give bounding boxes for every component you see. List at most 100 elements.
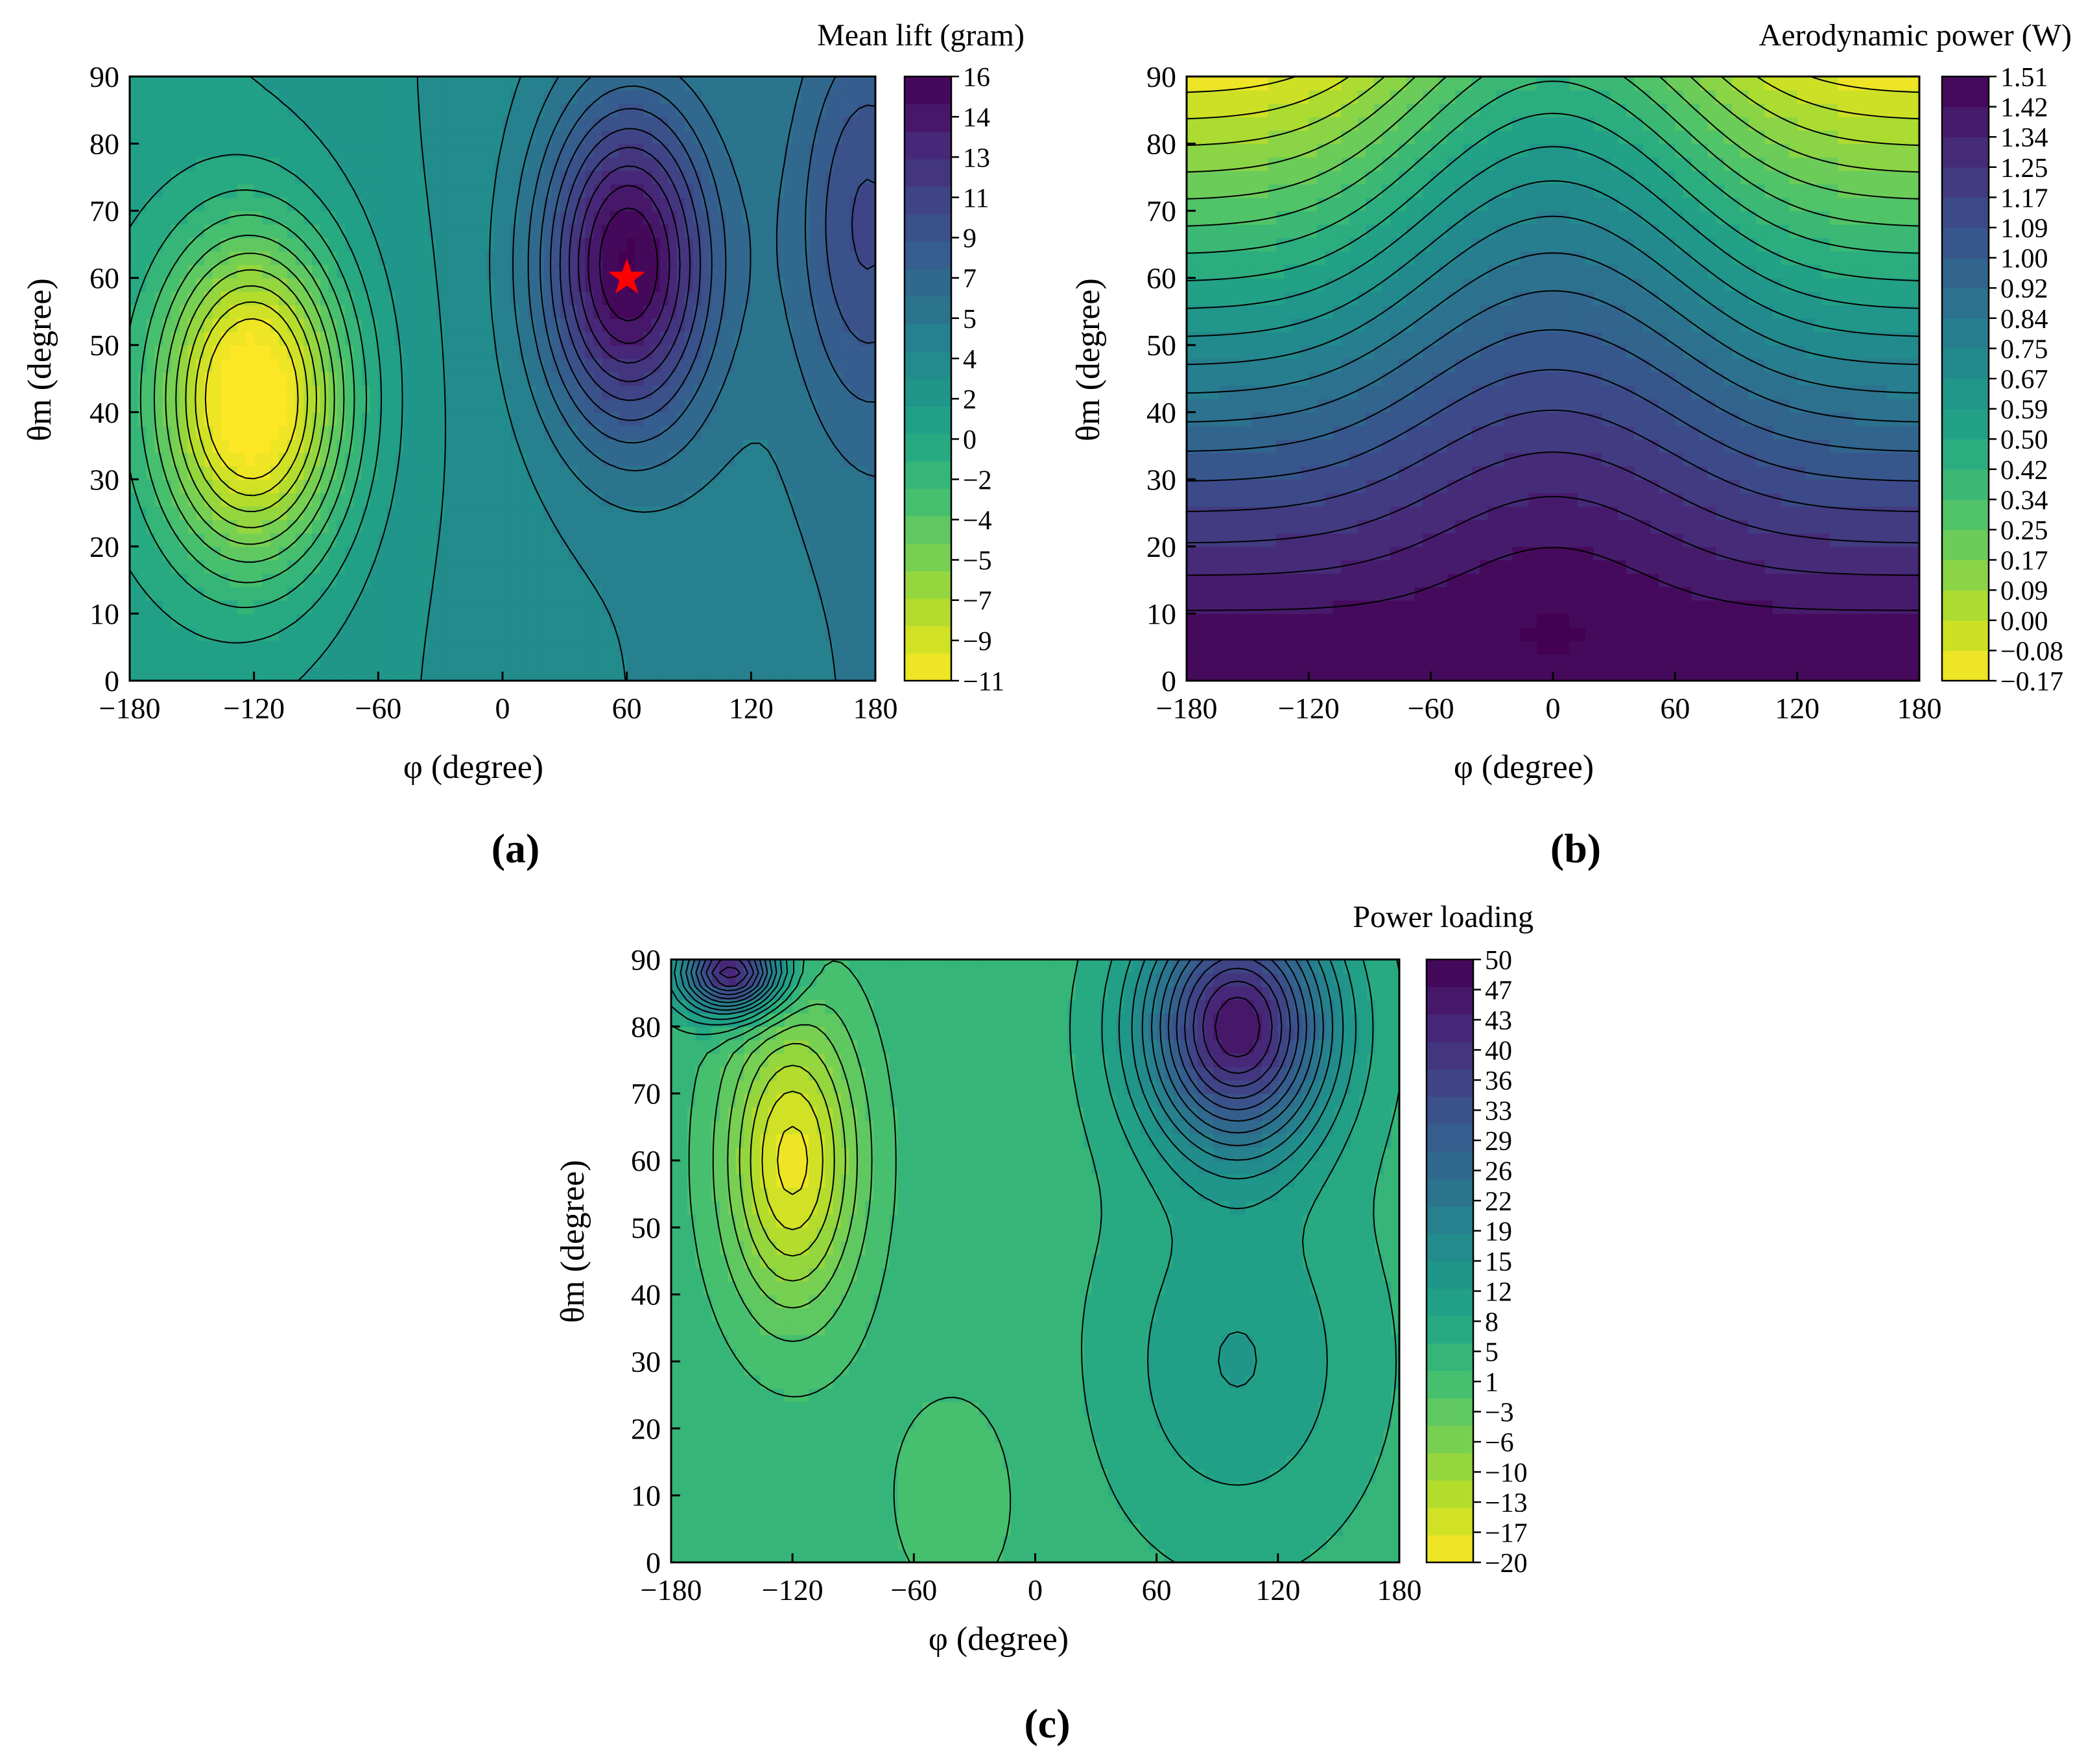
contour-cell [187,76,196,91]
contour-cell [669,641,678,655]
contour-cell [503,184,512,198]
contour-cell [262,130,271,145]
contour-cell [709,291,718,305]
contour-cell [652,197,661,211]
contour-cell [801,184,810,198]
contour-cell [503,613,512,628]
colorbar-segment [905,461,951,489]
contour-cell [718,76,727,91]
contour-cell [138,130,147,145]
contour-cell [428,425,437,440]
contour-cell [329,144,338,158]
contour-cell [147,211,156,225]
contour-cell [660,613,669,628]
contour-cell [138,144,147,158]
contour-cell [660,425,669,440]
contour-cell [469,130,479,145]
contour-cell [842,654,851,668]
contour-cell [428,533,437,547]
contour-cell [154,90,163,104]
contour-cell [337,184,346,198]
contour-cell [859,439,868,453]
contour-cell [237,573,246,587]
contour-cell [478,627,487,641]
contour-cell [1203,372,1211,386]
contour-cell [577,453,586,467]
contour-cell [544,560,553,574]
contour-cell [1292,103,1301,117]
contour-cell [652,318,661,333]
contour-cell [337,171,346,185]
contour-cell [370,278,379,292]
contour-cell [1195,519,1203,534]
contour-cell [743,76,752,91]
contour-cell [536,654,545,668]
contour-cell [1211,76,1220,91]
contour-cell [1268,412,1277,427]
contour-cell [320,157,329,171]
contour-cell [751,171,760,185]
contour-cell [187,654,196,668]
contour-cell [445,359,454,373]
contour-cell [776,506,785,521]
contour-cell [851,130,860,145]
contour-cell [792,654,801,668]
contour-cell [1285,453,1293,467]
contour-cell [279,117,288,131]
contour-cell [469,318,479,333]
contour-cell [138,547,147,561]
contour-cell [196,305,205,319]
contour-cell [254,641,263,655]
contour-cell [436,587,445,601]
contour-cell [469,197,479,211]
contour-cell [552,600,562,615]
contour-cell [213,627,222,641]
contour-cell [1187,157,1195,171]
contour-cell [237,439,246,453]
contour-cell [279,399,288,413]
contour-cell [187,600,196,615]
contour-cell [586,466,595,480]
contour-cell [1211,372,1220,386]
contour-cell [1251,493,1260,507]
contour-cell [1219,184,1227,198]
contour-cell [237,171,246,185]
contour-cell [619,425,628,440]
contour-cell [759,547,768,561]
contour-cell [246,238,255,252]
contour-cell [411,412,420,427]
contour-cell [825,560,835,574]
contour-cell [187,117,196,131]
contour-cell [503,345,512,359]
contour-cell [503,519,512,534]
contour-cell [503,573,512,587]
contour-cell [726,103,735,117]
contour-cell [635,493,644,507]
contour-cell [842,439,851,453]
contour-cell [453,103,462,117]
contour-cell [1292,412,1301,427]
contour-cell [1301,479,1309,493]
contour-cell [370,197,379,211]
contour-cell [693,103,702,117]
contour-cell [254,425,263,440]
contour-cell [586,493,595,507]
contour-cell [246,425,255,440]
contour-cell [1219,412,1227,427]
contour-cell [1268,519,1277,534]
contour-cell [378,224,387,239]
contour-cell [627,171,636,185]
colorbar-segment [905,488,951,516]
contour-cell [784,211,793,225]
contour-cell [1211,600,1220,615]
contour-cell [1260,399,1268,413]
contour-cell [652,573,661,587]
contour-cell [411,600,420,615]
contour-cell [851,278,860,292]
contour-cell [403,171,412,185]
contour-cell [411,385,420,399]
contour-cell [834,412,843,427]
contour-cell [685,90,694,104]
contour-cell [428,613,437,628]
contour-cell [503,425,512,440]
